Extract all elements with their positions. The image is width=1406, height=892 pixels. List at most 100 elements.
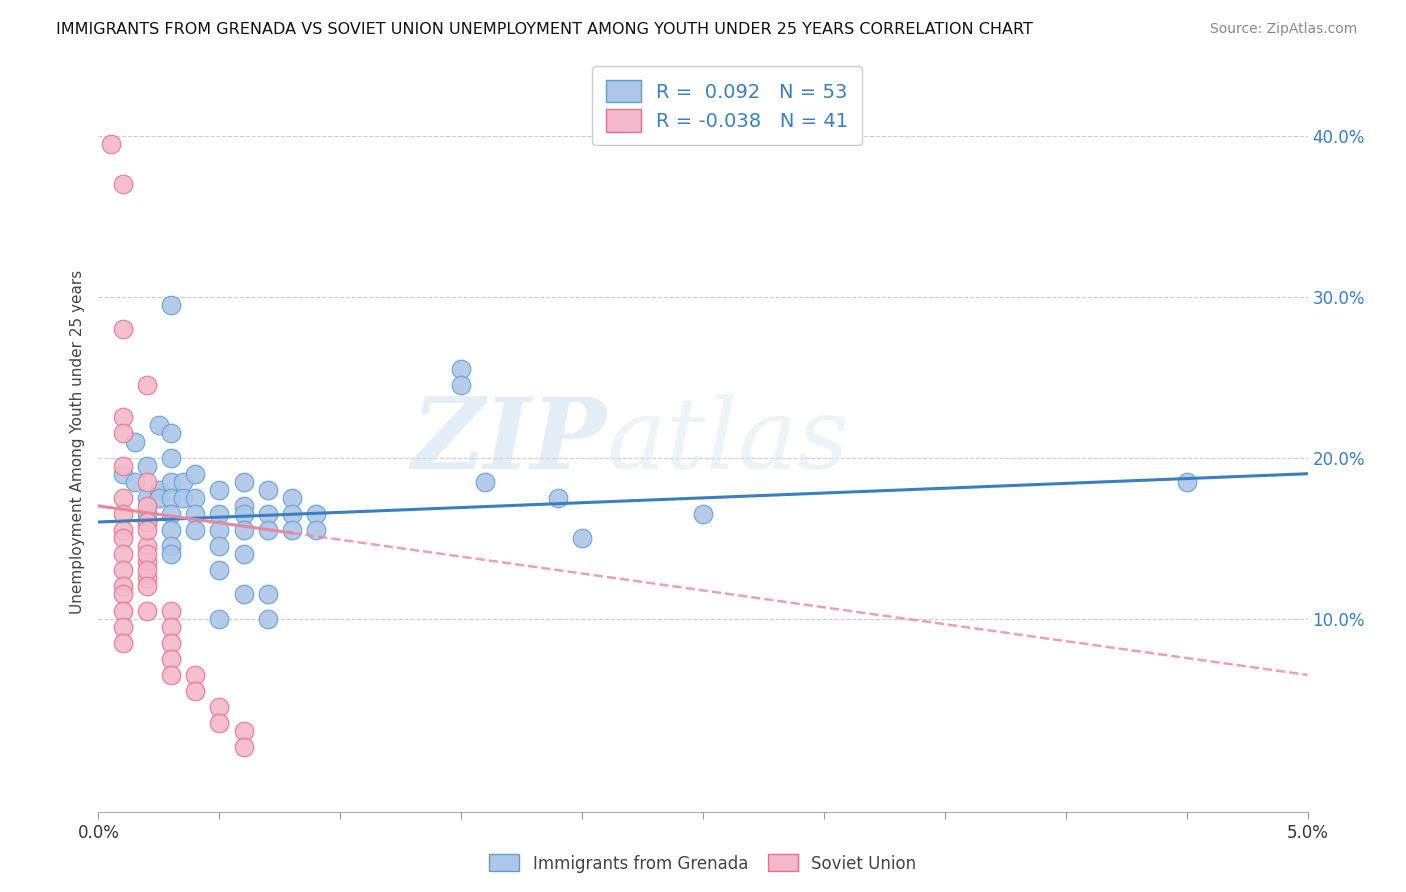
Point (135, 515, 157, 529)
Point (135, 563, 157, 577)
Point (111, 636, 134, 650)
Point (281, 507, 304, 521)
Point (450, 362, 472, 376)
Text: Source: ZipAtlas.com: Source: ZipAtlas.com (1209, 22, 1357, 37)
Point (135, 458, 157, 473)
Point (208, 507, 231, 521)
Point (281, 491, 304, 505)
Point (232, 499, 254, 513)
Point (111, 531, 134, 545)
Point (232, 547, 254, 561)
Point (135, 507, 157, 521)
Point (111, 177, 134, 191)
Point (111, 619, 134, 633)
Point (160, 475, 183, 489)
Point (208, 483, 231, 497)
Point (232, 475, 254, 489)
Point (184, 523, 207, 537)
Point (208, 611, 231, 625)
Point (160, 491, 183, 505)
Point (160, 547, 183, 561)
Point (474, 475, 496, 489)
Point (305, 507, 328, 521)
Point (135, 491, 157, 505)
Point (148, 418, 170, 433)
Point (111, 426, 134, 441)
Point (184, 507, 207, 521)
Point (208, 539, 231, 553)
Point (135, 555, 157, 569)
Point (124, 475, 146, 489)
Text: IMMIGRANTS FROM GRENADA VS SOVIET UNION UNEMPLOYMENT AMONG YOUTH UNDER 25 YEARS : IMMIGRANTS FROM GRENADA VS SOVIET UNION … (56, 22, 1033, 37)
Point (184, 668, 207, 682)
Y-axis label: Unemployment Among Youth under 25 years: Unemployment Among Youth under 25 years (69, 269, 84, 614)
Point (232, 724, 254, 739)
Legend: Immigrants from Grenada, Soviet Union: Immigrants from Grenada, Soviet Union (482, 847, 924, 880)
Point (256, 523, 278, 537)
Point (160, 507, 183, 521)
Point (256, 587, 278, 601)
Point (208, 523, 231, 537)
Point (305, 523, 328, 537)
Point (571, 531, 593, 545)
Point (111, 322, 134, 336)
Point (111, 523, 134, 537)
Point (111, 410, 134, 425)
Point (111, 603, 134, 617)
Point (135, 579, 157, 593)
Point (160, 652, 183, 666)
Text: ZIP: ZIP (412, 393, 606, 490)
Point (160, 539, 183, 553)
Point (256, 483, 278, 497)
Point (256, 611, 278, 625)
Point (256, 507, 278, 521)
Point (135, 523, 157, 537)
Point (281, 523, 304, 537)
Point (160, 298, 183, 312)
Point (160, 636, 183, 650)
Point (148, 483, 170, 497)
Point (172, 491, 194, 505)
Point (135, 499, 157, 513)
Point (232, 523, 254, 537)
Point (160, 523, 183, 537)
Point (148, 491, 170, 505)
Point (135, 378, 157, 392)
Point (135, 571, 157, 585)
Point (184, 467, 207, 481)
Point (208, 700, 231, 714)
Point (184, 491, 207, 505)
Point (208, 563, 231, 577)
Point (692, 507, 714, 521)
Point (232, 507, 254, 521)
Point (160, 450, 183, 465)
Point (135, 515, 157, 529)
Point (160, 426, 183, 441)
Point (547, 491, 569, 505)
Point (450, 378, 472, 392)
Point (172, 475, 194, 489)
Point (160, 668, 183, 682)
Point (111, 579, 134, 593)
Point (111, 547, 134, 561)
Point (111, 507, 134, 521)
Point (184, 684, 207, 698)
Point (135, 539, 157, 553)
Point (1175, 475, 1198, 489)
Legend: R =  0.092   N = 53, R = -0.038   N = 41: R = 0.092 N = 53, R = -0.038 N = 41 (592, 66, 862, 145)
Point (111, 467, 134, 481)
Point (135, 603, 157, 617)
Point (160, 619, 183, 633)
Point (135, 475, 157, 489)
Point (135, 547, 157, 561)
Point (111, 587, 134, 601)
Point (160, 603, 183, 617)
Point (100, 136, 122, 151)
Point (111, 563, 134, 577)
Text: atlas: atlas (606, 394, 849, 489)
Point (124, 434, 146, 449)
Point (232, 587, 254, 601)
Point (232, 740, 254, 755)
Point (208, 716, 231, 731)
Point (111, 458, 134, 473)
